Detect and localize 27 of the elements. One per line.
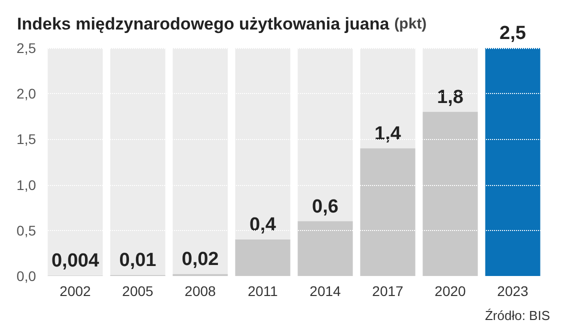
chart-title: Indeks międzynarodowego użytkowania juana (17, 14, 390, 34)
x-tick-label: 2005 (122, 283, 154, 299)
x-tick-label: 2020 (434, 283, 466, 299)
data-label: 2,5 (500, 23, 526, 44)
y-tick-label: 2,5 (16, 40, 36, 56)
x-tick-label: 2008 (184, 283, 216, 299)
data-label: 0,6 (312, 196, 338, 218)
text: Źródło: BIS (484, 308, 550, 323)
x-tick-label: 2002 (60, 283, 92, 299)
data-label: 0,004 (51, 250, 100, 272)
y-tick-label: 0,0 (16, 268, 36, 284)
y-tick-label: 1,0 (16, 176, 36, 193)
data-label: 0,4 (250, 214, 276, 236)
x-tick-label: 2011 (248, 283, 278, 299)
y-tick-label: 1,5 (16, 131, 36, 148)
bar (298, 221, 353, 276)
data-label: 0,02 (182, 249, 219, 270)
data-label: 1,8 (437, 86, 464, 108)
data-label: 0,01 (119, 250, 157, 272)
bar (235, 240, 290, 276)
y-tick-label: 0,5 (16, 222, 36, 238)
x-tick-label: 2023 (497, 283, 529, 299)
y-tick-label: 2,0 (16, 86, 36, 102)
data-label: 1,4 (374, 123, 402, 144)
x-tick-label: 2017 (372, 283, 404, 299)
chart-subtitle: (pkt) (394, 16, 427, 32)
x-tick-label: 2014 (310, 283, 342, 299)
